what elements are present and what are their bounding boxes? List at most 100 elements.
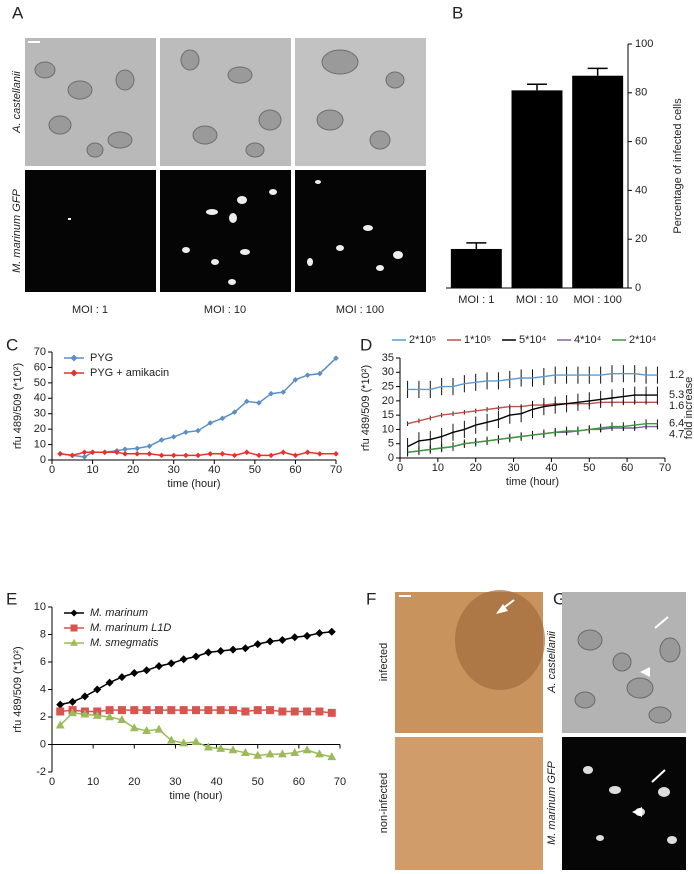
bar <box>511 90 563 288</box>
marker <box>207 451 214 457</box>
y-axis-label: rfu 489/509 (*10²) <box>360 365 372 451</box>
y-tick-label: 30 <box>34 408 46 420</box>
marker <box>280 449 287 456</box>
y-tick-label: 35 <box>382 352 394 364</box>
x-tick-label: 40 <box>208 464 220 476</box>
marker <box>134 451 140 457</box>
marker <box>303 631 312 640</box>
y-tick-label: 25 <box>382 380 394 392</box>
row-label: M. marinum GFP <box>11 188 23 272</box>
marker <box>290 633 299 642</box>
marker <box>204 706 213 715</box>
marker <box>278 636 287 644</box>
marker <box>290 747 300 756</box>
x-tick-label: 20 <box>127 464 139 476</box>
marker <box>130 706 139 715</box>
y-tick-label: 0 <box>388 452 394 464</box>
marker <box>154 724 164 733</box>
marker <box>183 452 189 459</box>
marker <box>68 708 77 717</box>
marker <box>146 451 153 457</box>
marker <box>183 429 189 436</box>
row-label: A. castellanii <box>11 71 23 134</box>
marker <box>117 673 126 682</box>
marker <box>170 434 177 440</box>
y-tick-label: 50 <box>34 377 46 389</box>
y-tick-label: 40 <box>635 184 647 196</box>
legend-label: 2*10⁵ <box>409 334 436 346</box>
annotation: 6.4 <box>669 418 684 430</box>
y-axis-label: rfu 489/509 (*10²) <box>12 646 24 732</box>
x-tick-label: 30 <box>169 776 181 788</box>
x-tick-label: 0 <box>397 462 403 474</box>
x-tick-label: MOI : 1 <box>458 294 494 306</box>
arrow-head <box>496 604 508 614</box>
marker <box>142 666 151 675</box>
marker <box>92 710 102 719</box>
marker <box>241 644 250 653</box>
y-tick-label: 60 <box>635 136 647 148</box>
marker <box>219 415 226 422</box>
marker <box>280 389 287 395</box>
legend-label: M. marinum L1D <box>90 622 171 634</box>
x-tick-label: 30 <box>507 462 519 474</box>
marker <box>167 659 176 668</box>
x-tick-label: 70 <box>334 776 346 788</box>
marker <box>243 449 250 456</box>
x-axis-label: time (hour) <box>506 476 559 488</box>
column-label: MOI : 1 <box>72 304 108 316</box>
annotation: 4.7 <box>669 429 684 441</box>
marker <box>56 707 65 716</box>
y-tick-label: -2 <box>36 766 46 778</box>
cells <box>34 49 405 158</box>
marker <box>268 390 274 397</box>
x-tick-label: 20 <box>128 776 140 788</box>
marker <box>195 427 201 434</box>
y-tick-label: 4 <box>40 683 46 695</box>
marker <box>158 437 165 443</box>
marker <box>204 648 213 657</box>
legend-label: 1*10⁵ <box>464 334 491 346</box>
legend-label: M. smegmatis <box>90 637 159 649</box>
y-tick-label: 0 <box>40 738 46 750</box>
marker <box>134 445 140 452</box>
fluorescent-bacteria <box>68 180 403 285</box>
y-tick-label: 0 <box>40 454 46 466</box>
fluorescence-image <box>160 170 291 292</box>
series-line <box>407 423 658 453</box>
marker <box>105 678 114 687</box>
marker <box>80 709 90 718</box>
x-tick-label: 10 <box>87 776 99 788</box>
marker <box>122 451 128 457</box>
x-axis-label: time (hour) <box>167 478 220 490</box>
y-tick-label: 30 <box>382 366 394 378</box>
marker <box>192 652 200 661</box>
marker <box>142 725 152 734</box>
row-label: A. castellanii <box>546 631 558 694</box>
marker <box>57 451 63 457</box>
x-tick-label: 20 <box>470 462 482 474</box>
marker <box>195 452 201 459</box>
row-label: non-infected <box>378 773 390 834</box>
marker <box>333 451 339 457</box>
marker <box>256 452 262 459</box>
marker <box>179 655 188 664</box>
marker <box>266 706 275 715</box>
marker <box>278 707 287 716</box>
marker <box>333 355 339 361</box>
y-tick-label: 15 <box>382 409 394 421</box>
marker <box>241 707 250 716</box>
marker <box>89 449 96 456</box>
y-tick-label: 10 <box>34 601 46 613</box>
plaque <box>455 590 545 690</box>
bar <box>450 248 502 288</box>
marker <box>278 749 287 758</box>
marker <box>142 706 151 715</box>
marker <box>191 736 201 745</box>
marker <box>266 637 275 646</box>
arrow <box>654 616 669 629</box>
series-line <box>407 425 658 453</box>
marker <box>265 749 275 758</box>
marker <box>55 720 65 729</box>
marker <box>216 743 226 752</box>
